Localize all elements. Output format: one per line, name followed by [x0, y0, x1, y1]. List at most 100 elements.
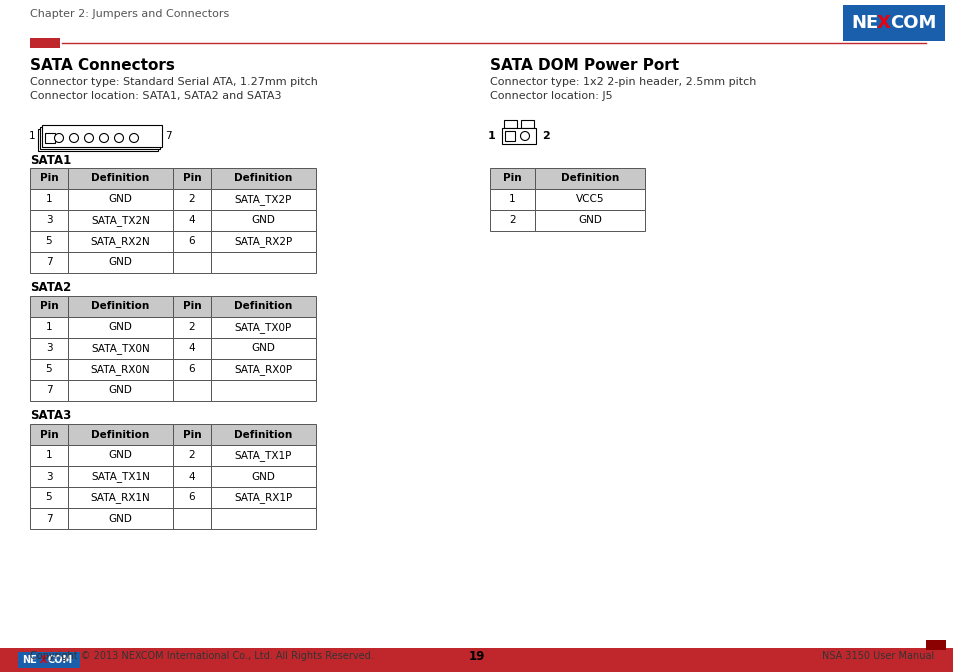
Bar	[172, 317, 211, 338]
Text: 1: 1	[46, 450, 52, 460]
Text: SATA_RX0N: SATA_RX0N	[91, 364, 151, 375]
Text: SATA_TX0N: SATA_TX0N	[91, 343, 150, 354]
Text: Copyright © 2013 NEXCOM International Co., Ltd. All Rights Reserved.: Copyright © 2013 NEXCOM International Co…	[30, 651, 374, 661]
Bar	[172, 508, 211, 529]
Text: 2: 2	[189, 450, 195, 460]
Circle shape	[114, 134, 123, 142]
Bar	[490, 189, 535, 210]
Text: Pin: Pin	[182, 302, 201, 312]
Text: 6: 6	[189, 364, 195, 374]
Bar	[172, 231, 211, 252]
Bar	[45, 133, 55, 143]
Text: Connector location: SATA1, SATA2 and SATA3: Connector location: SATA1, SATA2 and SAT…	[30, 91, 281, 101]
Bar	[30, 445, 68, 466]
Text: GND: GND	[252, 343, 275, 353]
Text: 4: 4	[189, 472, 195, 482]
Circle shape	[99, 134, 109, 142]
Text: 1: 1	[29, 131, 35, 141]
Bar	[172, 168, 211, 189]
Text: 1: 1	[46, 323, 52, 333]
Bar	[535, 189, 644, 210]
Bar	[172, 210, 211, 231]
Text: Pin: Pin	[182, 429, 201, 439]
Bar	[68, 380, 172, 401]
Bar	[30, 168, 68, 189]
Bar	[172, 338, 211, 359]
Bar	[172, 380, 211, 401]
Bar	[172, 445, 211, 466]
Text: GND: GND	[109, 450, 132, 460]
Text: 6: 6	[189, 493, 195, 503]
Bar	[30, 38, 60, 48]
Bar	[211, 252, 315, 273]
Text: Definition: Definition	[560, 173, 618, 183]
Bar	[68, 252, 172, 273]
Text: Definition: Definition	[234, 302, 293, 312]
Text: SATA_RX0P: SATA_RX0P	[234, 364, 293, 375]
Text: SATA_RX1N: SATA_RX1N	[91, 492, 151, 503]
Text: Definition: Definition	[91, 429, 150, 439]
Bar	[68, 189, 172, 210]
Circle shape	[130, 134, 138, 142]
Text: SATA DOM Power Port: SATA DOM Power Port	[490, 58, 679, 73]
Text: GND: GND	[109, 194, 132, 204]
Bar	[68, 424, 172, 445]
Text: 3: 3	[46, 472, 52, 482]
Bar	[172, 296, 211, 317]
Text: 5: 5	[46, 364, 52, 374]
Text: Definition: Definition	[234, 429, 293, 439]
Bar	[30, 338, 68, 359]
Text: COM: COM	[48, 655, 73, 665]
Bar	[30, 466, 68, 487]
Bar	[520, 120, 534, 128]
Text: 2: 2	[189, 194, 195, 204]
Text: 7: 7	[165, 131, 172, 141]
Bar	[172, 359, 211, 380]
Text: GND: GND	[252, 216, 275, 226]
Text: Connector type: 1x2 2-pin header, 2.5mm pitch: Connector type: 1x2 2-pin header, 2.5mm …	[490, 77, 756, 87]
Bar	[501, 128, 536, 144]
Bar	[30, 359, 68, 380]
Bar	[30, 424, 68, 445]
Text: NE: NE	[850, 14, 878, 32]
Bar	[490, 210, 535, 231]
Text: VCC5: VCC5	[576, 194, 603, 204]
Bar	[68, 338, 172, 359]
Bar	[172, 487, 211, 508]
Text: Definition: Definition	[234, 173, 293, 183]
Text: 7: 7	[46, 513, 52, 523]
Bar	[535, 210, 644, 231]
Text: GND: GND	[109, 323, 132, 333]
Text: SATA_TX2N: SATA_TX2N	[91, 215, 150, 226]
Bar	[68, 359, 172, 380]
Text: 7: 7	[46, 386, 52, 396]
Bar	[490, 168, 535, 189]
Text: SATA_RX2P: SATA_RX2P	[234, 236, 293, 247]
Text: SATA_TX1N: SATA_TX1N	[91, 471, 150, 482]
Bar	[40, 127, 160, 149]
Bar	[211, 424, 315, 445]
Bar	[211, 189, 315, 210]
Text: SATA1: SATA1	[30, 153, 71, 167]
Text: Connector type: Standard Serial ATA, 1.27mm pitch: Connector type: Standard Serial ATA, 1.2…	[30, 77, 317, 87]
Text: GND: GND	[109, 386, 132, 396]
Text: SATA_TX0P: SATA_TX0P	[234, 322, 292, 333]
Text: Pin: Pin	[40, 429, 58, 439]
Text: 4: 4	[189, 216, 195, 226]
Text: 3: 3	[46, 216, 52, 226]
Text: 7: 7	[46, 257, 52, 267]
Text: 3: 3	[46, 343, 52, 353]
Bar	[211, 487, 315, 508]
Text: GND: GND	[252, 472, 275, 482]
Bar	[30, 296, 68, 317]
Bar	[68, 210, 172, 231]
Text: Definition: Definition	[91, 302, 150, 312]
Bar	[503, 120, 517, 128]
Text: 4: 4	[189, 343, 195, 353]
Text: Pin: Pin	[182, 173, 201, 183]
Text: SATA_RX2N: SATA_RX2N	[91, 236, 151, 247]
Bar	[211, 338, 315, 359]
Text: NSA 3150 User Manual: NSA 3150 User Manual	[821, 651, 933, 661]
Bar	[211, 445, 315, 466]
Bar	[172, 189, 211, 210]
